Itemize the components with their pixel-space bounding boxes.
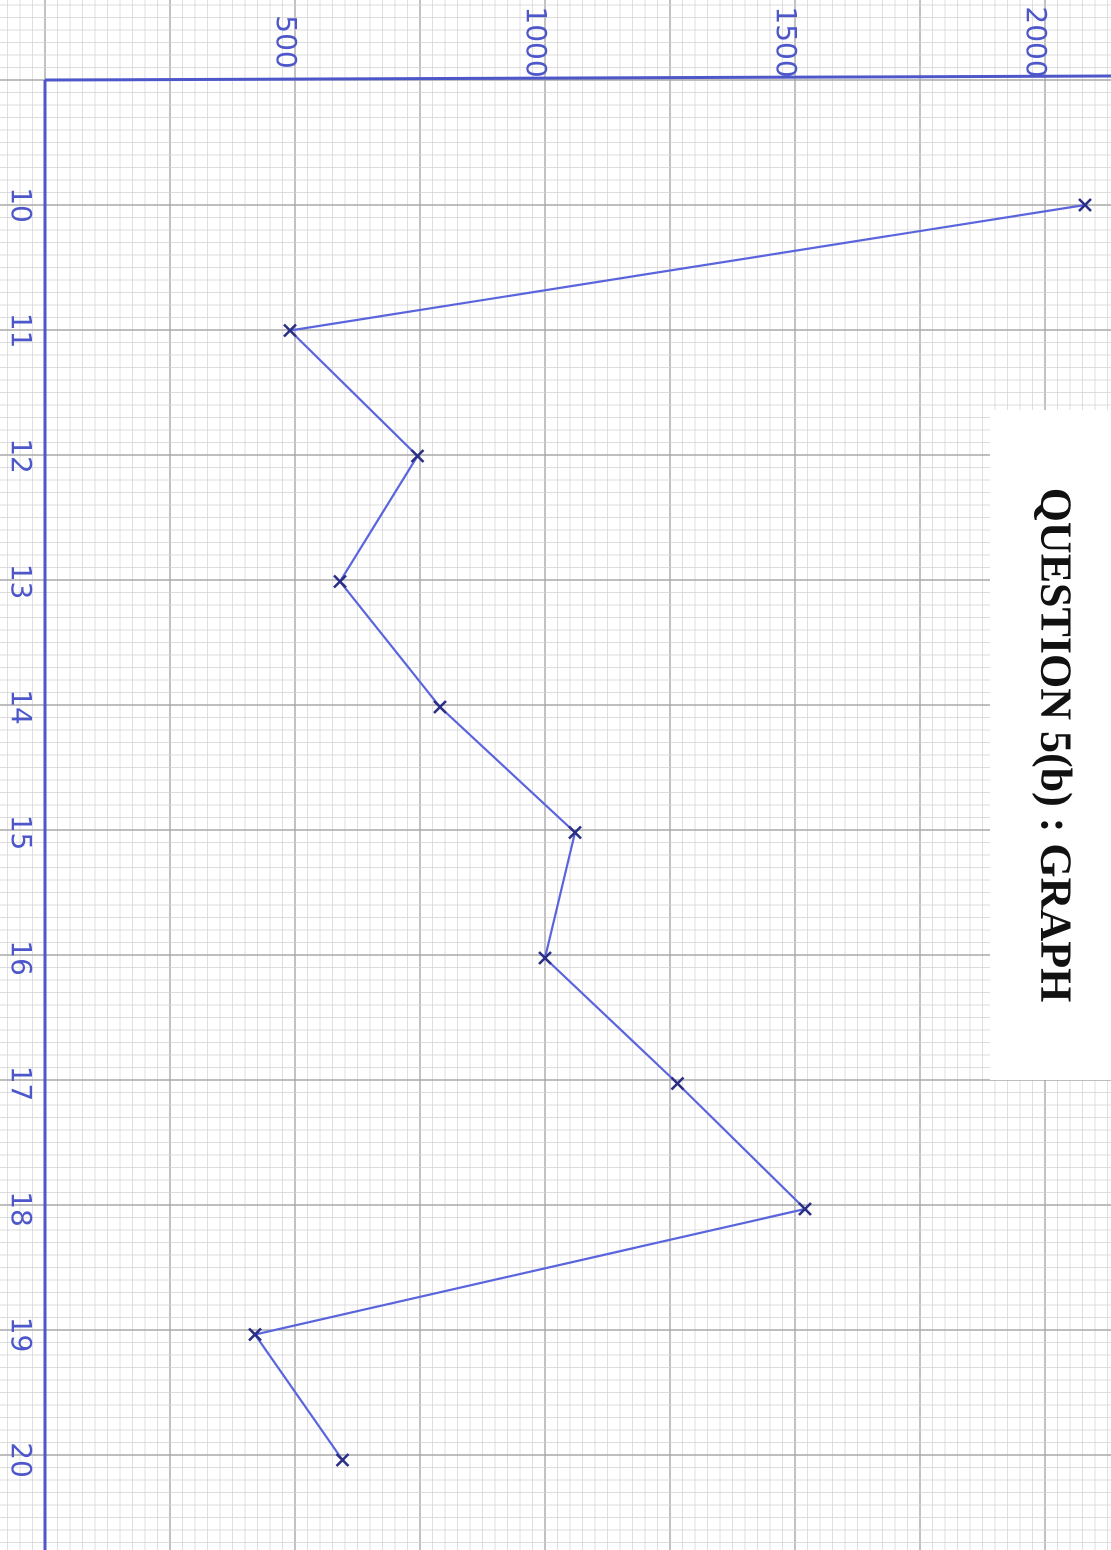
data-point <box>283 323 297 338</box>
category-tick-label: 13 <box>5 564 38 600</box>
data-point <box>335 1453 350 1467</box>
data-point <box>568 825 582 840</box>
category-tick-label: 10 <box>5 187 38 223</box>
data-point-stroke <box>410 449 425 463</box>
category-tick-label: 14 <box>5 689 38 725</box>
data-point-stroke <box>433 700 447 714</box>
category-tick-label: 20 <box>5 1442 38 1478</box>
category-tick-label: 19 <box>5 1317 38 1353</box>
data-point <box>798 1202 812 1216</box>
category-tick-label: 16 <box>5 940 38 976</box>
data-point <box>410 449 425 463</box>
data-point <box>333 574 347 589</box>
data-point-stroke <box>1078 198 1092 212</box>
data-point <box>248 1327 262 1342</box>
data-point <box>1078 198 1092 212</box>
data-point-stroke <box>538 951 552 965</box>
category-tick-label: 12 <box>5 438 38 474</box>
value-tick-label: 1000 <box>520 6 553 77</box>
data-point <box>538 951 552 965</box>
value-tick-label: 500 <box>270 15 303 68</box>
category-tick-label: 17 <box>5 1066 38 1102</box>
axes <box>43 74 1111 1550</box>
value-tick-label: 1500 <box>770 6 803 77</box>
category-axis-line <box>44 74 1111 82</box>
category-tick-label: 15 <box>5 815 38 851</box>
data-point <box>670 1076 685 1091</box>
data-point-stroke <box>335 1453 350 1467</box>
tick-labels: 500 1000 1500 2000 10 11 12 13 14 15 16 17 18 19 20 <box>5 6 1053 1477</box>
data-point-stroke <box>333 574 347 589</box>
title-panel <box>990 410 1111 1080</box>
data-point-stroke <box>283 323 297 338</box>
data-point-stroke <box>670 1076 685 1091</box>
page-title: QUESTION 5(b) : GRAPH <box>1031 487 1081 1003</box>
category-tick-label: 18 <box>5 1191 38 1227</box>
data-point-stroke <box>248 1327 262 1342</box>
value-tick-label: 2000 <box>1020 6 1053 77</box>
series <box>248 198 1092 1467</box>
data-point <box>433 700 447 714</box>
data-point-stroke <box>568 825 582 840</box>
data-point-stroke <box>798 1202 812 1216</box>
category-tick-label: 11 <box>5 313 38 349</box>
